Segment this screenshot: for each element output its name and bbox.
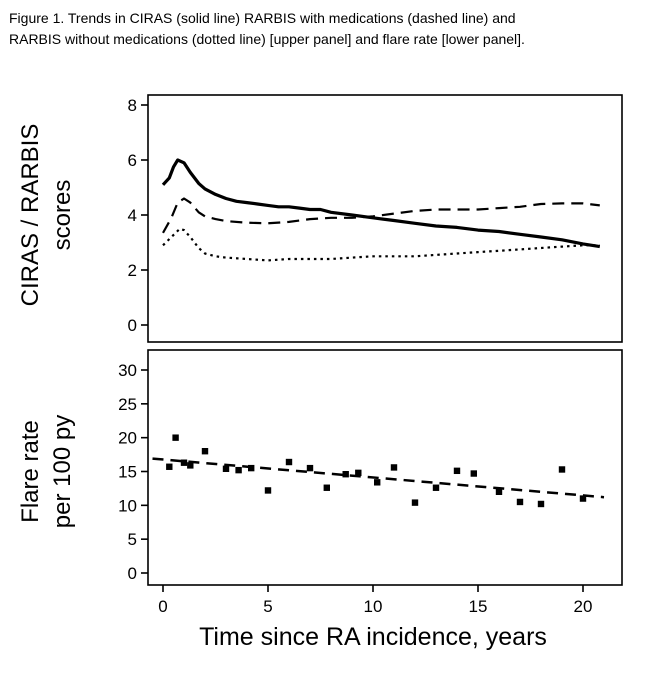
x-tick-label: 20 [574,597,593,616]
scatter-point [453,467,461,475]
y-axis-title-line-2: per 100 py [49,415,76,528]
scatter-point [411,499,419,506]
series-dashed [162,197,600,234]
y-tick-label: 8 [128,96,137,115]
y-tick-label: 25 [118,395,137,414]
scatter-point [306,464,314,472]
scatter-point [558,466,566,473]
y-tick-label: 6 [128,151,137,170]
y-tick-label: 15 [118,463,137,482]
y-tick-label: 30 [118,361,137,380]
scatter-point [187,462,194,469]
scatter-point [166,463,173,470]
scatter-point [495,488,503,495]
y-tick-label: 10 [118,496,137,515]
trend-line [152,457,605,499]
y-tick-label: 0 [128,316,137,335]
scatter-point [342,471,349,478]
scatter-point [172,434,179,441]
scatter-point [264,487,272,494]
series-solid [161,158,601,249]
x-tick-label: 15 [469,597,488,616]
panel-border-upper [147,94,623,343]
series-dotted [162,227,600,262]
scatter-point [355,469,362,477]
scatter-point [470,470,477,477]
scatter-point [222,465,230,472]
x-tick-label: 5 [263,597,272,616]
scatter-point [579,495,587,502]
caption-line-2: RARBIS without medications (dotted line)… [9,31,525,47]
x-tick-label: 10 [364,597,383,616]
y-axis-title-line-2: scores [49,180,76,251]
caption-line-1: Figure 1. Trends in CIRAS (solid line) R… [9,10,516,26]
scatter-point [285,458,293,466]
scatter-point [432,484,440,491]
scatter-point [390,464,398,471]
y-tick-label: 20 [118,429,137,448]
scatter-point [201,448,209,455]
y-axis-title-line-1: CIRAS / RARBIS [17,124,44,307]
scatter-point [516,498,524,506]
y-axis-title-line-1: Flare rate [17,420,44,523]
scatter-point [235,466,242,474]
figure-caption: Figure 1. Trends in CIRAS (solid line) R… [9,8,649,50]
scatter-point [323,484,330,491]
x-tick-label: 0 [158,597,167,616]
x-axis-title: Time since RA incidence, years [199,623,547,651]
two-panel-chart: 0 2 4 6 8 CIRAS / RARBIS scores 0 5 10 15 20 25 30 0 5 1… [17,94,623,651]
y-tick-label: 2 [128,261,137,280]
y-tick-label: 0 [128,564,137,583]
scatter-point [374,479,381,486]
scatter-point [537,500,545,508]
y-tick-label: 4 [128,206,137,225]
panel-border-lower [147,349,623,586]
scatter-point [180,459,188,466]
y-tick-label: 5 [128,530,137,549]
